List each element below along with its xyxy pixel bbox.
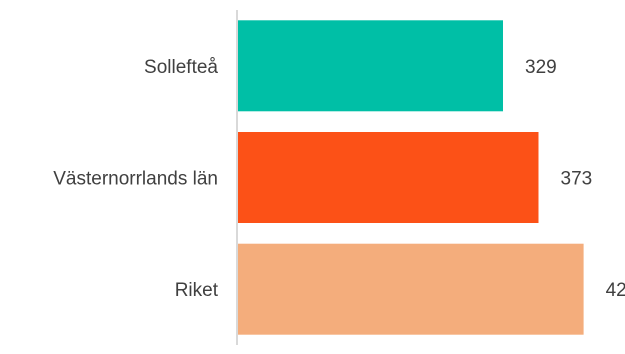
value-label-2: 373 [561,169,593,190]
bar-3 [238,243,584,335]
labels-layer: Sollefteå 329 Västernorrlands län 373 Riket 4… [53,57,625,301]
category-label-2: Västernorrlands län [53,169,218,190]
value-label-3: 429 [606,280,625,301]
bar-2 [238,132,539,223]
bar-1 [238,20,503,112]
value-label-1: 329 [525,57,557,78]
bars-layer [238,20,584,335]
category-label-1: Sollefteå [144,57,218,78]
category-label-3: Riket [175,280,219,301]
